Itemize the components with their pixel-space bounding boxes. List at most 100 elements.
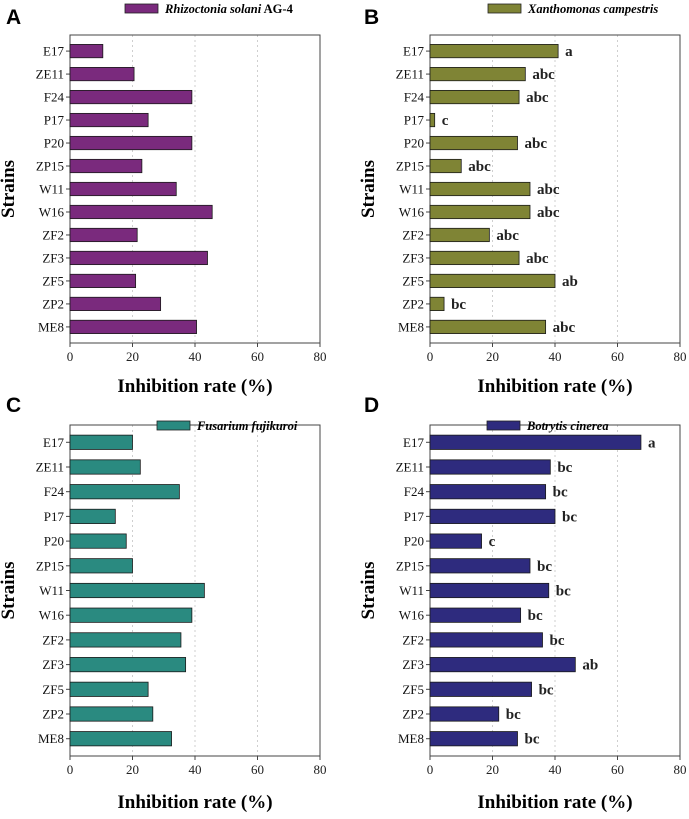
category-label: ZP15	[36, 558, 64, 573]
legend-label: Xanthomonas campestris	[527, 2, 658, 16]
x-tick-label: 20	[486, 762, 499, 777]
bar	[69, 67, 135, 82]
significance-label: abc	[496, 228, 519, 244]
bar	[429, 681, 532, 697]
significance-label: bc	[451, 297, 466, 313]
bar	[429, 657, 576, 673]
legend-swatch	[486, 420, 521, 431]
category-label: E17	[403, 435, 424, 450]
category-label: ME8	[398, 731, 424, 746]
bar	[69, 204, 213, 220]
legend-suffix: AG-4	[261, 2, 293, 16]
category-label: W11	[399, 182, 424, 197]
significance-label: bc	[539, 682, 554, 698]
significance-label: bc	[550, 633, 565, 649]
bar	[429, 44, 559, 59]
bar	[69, 484, 180, 500]
bar	[69, 508, 116, 524]
bar	[429, 319, 547, 334]
legend-italic: Fusarium fujikuroi	[196, 419, 298, 433]
y-axis-title: Strains	[358, 561, 379, 619]
x-tick-label: 0	[67, 349, 74, 364]
x-axis-title: Inhibition rate (%)	[477, 376, 632, 397]
x-axis-title: Inhibition rate (%)	[117, 792, 272, 813]
significance-label: abc	[553, 320, 576, 336]
category-label: W11	[399, 583, 424, 598]
bar	[429, 112, 436, 128]
panel-letter: C	[6, 394, 21, 417]
bar	[69, 533, 127, 549]
bar	[429, 227, 490, 243]
x-tick-label: 20	[126, 349, 139, 364]
category-label: ZF5	[42, 682, 64, 697]
bar	[69, 296, 162, 311]
chart-panel-a: A Rhizoctonia solani AG-4 E17 ZE11 F24 P17 P20…	[0, 2, 327, 397]
significance-label: bc	[553, 485, 568, 501]
bar	[69, 112, 149, 128]
category-label: ZF2	[42, 632, 64, 647]
category-label: ZF5	[42, 273, 64, 288]
significance-label: bc	[557, 460, 572, 476]
legend-swatch	[487, 3, 522, 14]
x-tick-label: 80	[674, 762, 687, 777]
category-label: ZF2	[402, 227, 424, 242]
legend-italic: Botrytis cinerea	[526, 419, 609, 433]
bar	[429, 250, 520, 266]
x-tick-label: 0	[67, 762, 74, 777]
bar	[429, 67, 526, 82]
bar	[429, 273, 556, 289]
bar	[69, 459, 141, 475]
legend-italic: Rhizoctonia solani	[164, 2, 262, 16]
x-axis-title: Inhibition rate (%)	[117, 376, 272, 397]
category-label: W16	[39, 204, 65, 219]
category-label: P17	[44, 113, 65, 128]
category-label: P20	[404, 534, 424, 549]
category-label: E17	[43, 44, 64, 59]
category-label: ZF3	[42, 250, 64, 265]
category-label: P17	[44, 509, 65, 524]
category-label: F24	[404, 90, 425, 105]
x-tick-label: 40	[549, 349, 562, 364]
bar	[429, 158, 462, 174]
category-label: W16	[39, 608, 65, 623]
x-tick-label: 40	[189, 349, 202, 364]
x-tick-label: 0	[427, 762, 434, 777]
category-label: ZF3	[402, 657, 424, 672]
significance-label: bc	[506, 707, 521, 723]
category-label: ZP15	[396, 558, 424, 573]
category-label: ZF5	[402, 682, 424, 697]
category-label: ZE11	[396, 459, 424, 474]
bar	[429, 484, 547, 500]
bar	[429, 89, 520, 105]
x-tick-label: 60	[611, 349, 624, 364]
bar	[429, 607, 522, 623]
x-tick-label: 80	[314, 349, 327, 364]
legend-swatch	[156, 420, 191, 431]
x-axis-title: Inhibition rate (%)	[477, 792, 632, 813]
x-tick-label: 60	[251, 762, 264, 777]
bar	[429, 582, 550, 599]
significance-label: abc	[532, 67, 555, 83]
category-label: E17	[403, 44, 424, 59]
bar	[429, 459, 551, 475]
category-label: ZP15	[396, 159, 424, 174]
category-label: ZF2	[402, 632, 424, 647]
x-tick-label: 40	[549, 762, 562, 777]
category-label: ZE11	[396, 67, 424, 82]
x-tick-label: 40	[189, 762, 202, 777]
bar	[69, 319, 197, 334]
bar	[69, 558, 133, 574]
category-label: P20	[44, 136, 64, 151]
legend-label: Rhizoctonia solani AG-4	[164, 2, 294, 16]
significance-label: abc	[468, 159, 491, 175]
category-label: ZE11	[36, 67, 64, 82]
bar	[69, 273, 137, 289]
bar	[429, 706, 500, 722]
significance-label: bc	[525, 732, 540, 748]
bar	[69, 731, 172, 747]
category-label: ME8	[38, 731, 64, 746]
chart-panel-d: D Botrytis cinerea E17 a ZE11 bc F24 bc P17 bc P20…	[358, 394, 687, 813]
legend-italic: Xanthomonas campestris	[527, 2, 658, 16]
